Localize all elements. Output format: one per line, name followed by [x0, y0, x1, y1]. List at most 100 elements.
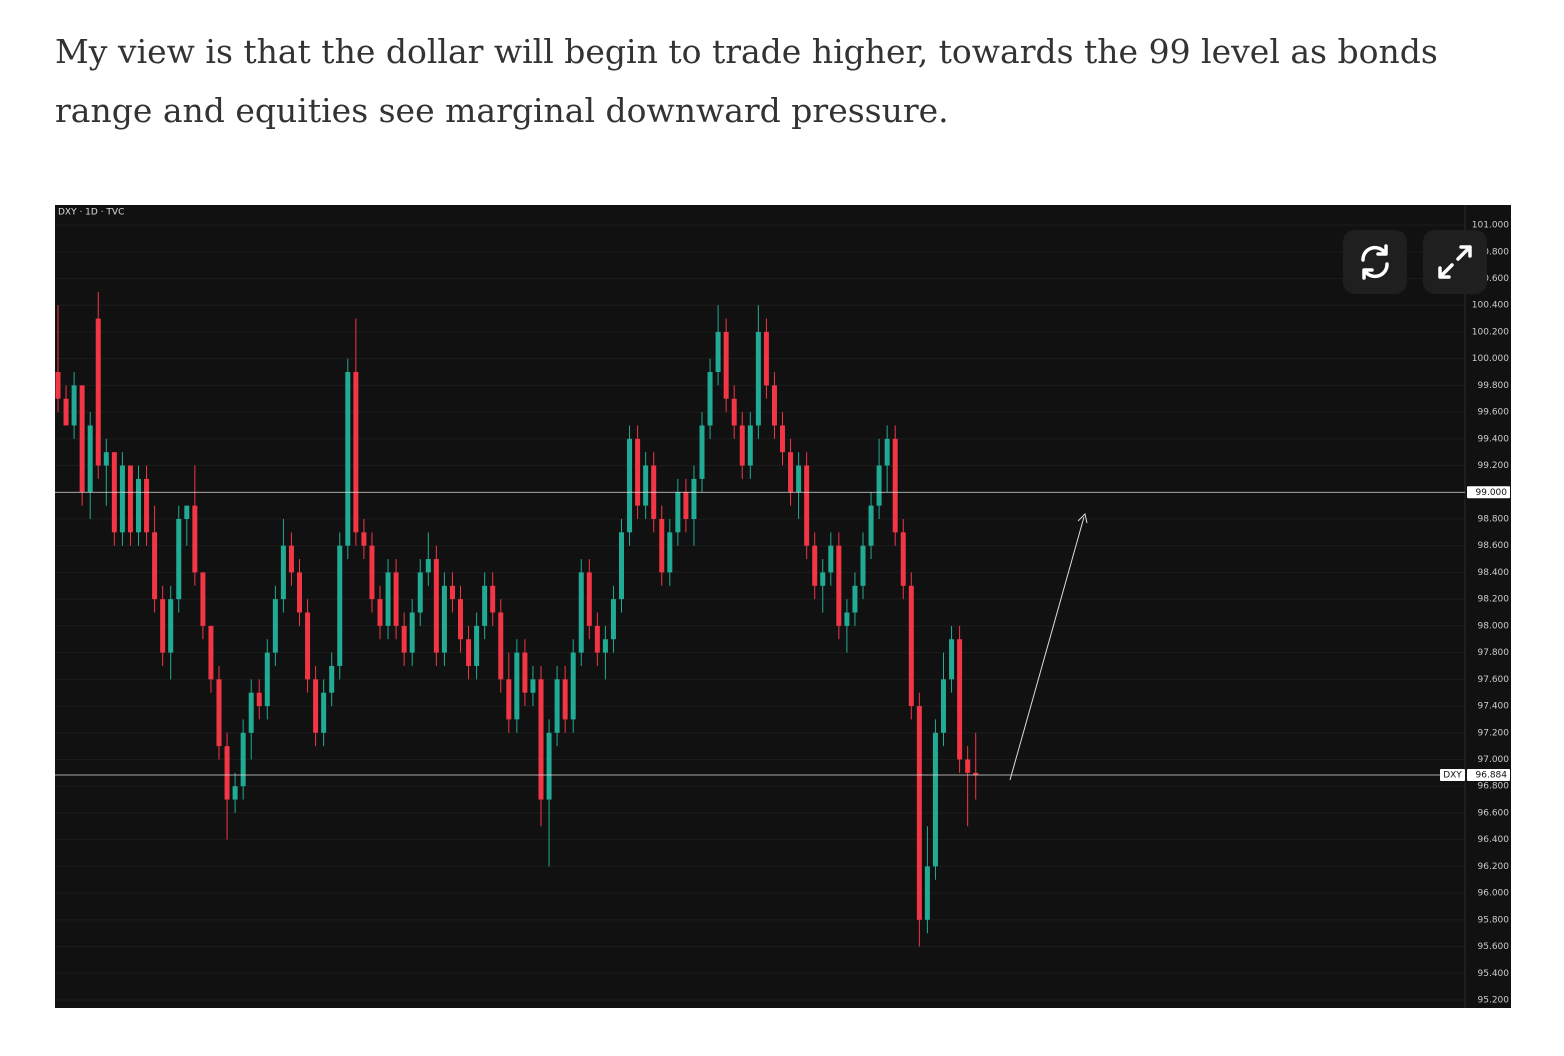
candle-body: [321, 692, 327, 733]
y-tick-label: 95.800: [1478, 915, 1510, 925]
candle-body: [771, 385, 777, 426]
candle-body: [240, 732, 246, 787]
candle-body: [868, 505, 874, 546]
candle-body: [667, 532, 673, 573]
candle-body: [160, 599, 166, 653]
candle-body: [248, 692, 254, 733]
y-tick-label: 100.600: [1472, 274, 1509, 284]
candle-body: [546, 732, 552, 800]
fullscreen-icon: [1438, 245, 1472, 279]
candle-body: [103, 452, 109, 466]
candle-body: [232, 786, 238, 800]
candle-body: [675, 492, 681, 533]
y-tick-label: 98.000: [1478, 621, 1510, 631]
candle-body: [313, 679, 319, 733]
candle-body: [417, 572, 423, 613]
candle-body: [860, 545, 866, 586]
y-tick-label: 96.800: [1478, 782, 1510, 792]
candle-body: [208, 625, 214, 680]
candle-body: [949, 639, 955, 680]
candle-body: [538, 679, 544, 800]
candle-body: [602, 639, 608, 653]
y-tick-label: 99.400: [1478, 434, 1510, 444]
candle-body: [152, 532, 158, 600]
candle-body: [731, 398, 737, 426]
candle-body: [377, 599, 383, 626]
paragraph: My view is that the dollar will begin to…: [55, 32, 1438, 130]
candle-body: [514, 652, 520, 720]
series-label-box: [1440, 768, 1465, 781]
candle-body: [119, 465, 125, 533]
y-tick-label: 96.600: [1478, 808, 1510, 818]
candle-body: [490, 585, 496, 613]
candle-body: [87, 425, 93, 493]
candle-body: [699, 425, 705, 479]
candle-body: [852, 585, 858, 613]
y-tick-label: 100.400: [1472, 301, 1509, 311]
candle-body: [409, 612, 415, 653]
candle-body: [780, 425, 785, 453]
candle-body: [812, 545, 818, 586]
candle-body: [329, 665, 335, 693]
candle-body: [965, 759, 971, 773]
candle-body: [747, 425, 753, 466]
candle-body: [941, 679, 946, 733]
y-axis: 95.200 95.400 95.600 95.800 96.000 96.200 96.4…: [1464, 205, 1510, 1008]
candle-body: [95, 318, 101, 466]
candle-body: [562, 679, 568, 720]
candle-body: [876, 465, 882, 506]
y-tick-label: 95.600: [1478, 942, 1510, 952]
y-tick-label: 99.600: [1478, 408, 1510, 418]
candle-body: [707, 372, 713, 426]
y-tick-label: 96.000: [1478, 889, 1510, 899]
y-tick-label: 97.000: [1478, 755, 1510, 765]
candle-body: [288, 545, 294, 573]
candles: [55, 291, 979, 947]
candle-body: [836, 545, 842, 626]
candle-body: [554, 679, 560, 733]
candle-body: [168, 599, 174, 653]
candle-body: [522, 652, 528, 693]
candle-body: [176, 518, 182, 600]
y-tick-label: 98.800: [1478, 514, 1510, 524]
candle-body: [272, 599, 278, 653]
arrow-line: [1009, 516, 1085, 781]
candle-body: [506, 679, 512, 720]
candle-body: [643, 465, 649, 506]
candle-body: [55, 372, 61, 399]
candle-body: [353, 372, 359, 533]
candle-body: [932, 732, 938, 867]
candle-body: [683, 492, 689, 519]
series-label: DXY: [1443, 770, 1462, 780]
candle-body: [305, 612, 311, 680]
refresh-icon: [1361, 244, 1389, 280]
candle-body: [957, 639, 963, 760]
chart: DXY · 1D · TVC 95.20095.40095.60095.8009…: [55, 205, 1511, 1008]
candle-body: [635, 438, 641, 506]
candle-body: [401, 625, 407, 653]
candle-body: [200, 572, 206, 626]
y-tick-label: 96.200: [1478, 862, 1510, 872]
candle-body: [127, 465, 133, 533]
candle-body: [474, 625, 480, 666]
y-tick-label: 99.800: [1478, 381, 1510, 391]
y-tick-label: 100.200: [1472, 327, 1509, 337]
refresh-button[interactable]: [1343, 230, 1407, 294]
price-label-box: [1467, 486, 1510, 499]
candle-body: [796, 465, 802, 493]
y-tick-label: 101.000: [1472, 221, 1509, 231]
candle-body: [144, 478, 150, 533]
candle-body: [973, 772, 979, 775]
candle-body: [433, 559, 439, 653]
fullscreen-button[interactable]: [1423, 230, 1487, 294]
candle-body: [369, 545, 375, 600]
candle-body: [449, 585, 455, 600]
candle-body: [788, 452, 794, 493]
candle-body: [804, 465, 810, 546]
candle-body: [763, 331, 769, 386]
candle-body: [136, 478, 141, 533]
candle-body: [385, 572, 391, 626]
candle-body: [393, 572, 399, 626]
candle-body: [828, 545, 834, 573]
